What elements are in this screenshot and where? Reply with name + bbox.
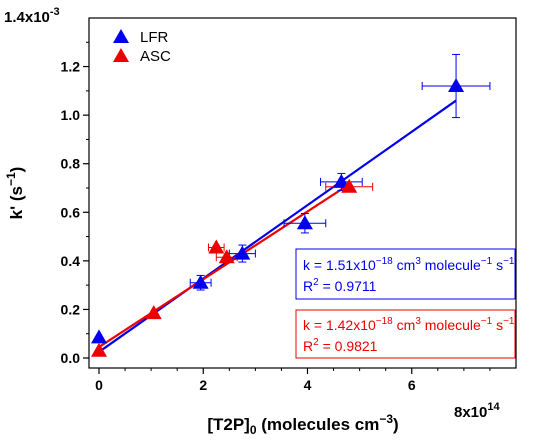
y-tick-label-0: 0.0 [61,350,81,366]
legend: LFR ASC [113,29,171,65]
x-exponent-label: 8x1014 [454,401,500,421]
point-lfr-5 [448,78,464,92]
x-tick-label-1: 2 [199,377,207,393]
y-tick-label-5: 1.0 [61,107,81,123]
y-tick-label-4: 0.8 [61,156,81,172]
legend-marker-asc [113,48,129,62]
fit-box-lfr: k = 1.51x10−18 cm3 molecule−1 s−1 R2 = 0… [296,249,515,299]
x-axis-title: [T2P]0 (molecules cm−3) [207,412,398,437]
y-tick-label-3: 0.6 [61,204,81,220]
x-tick-label-3: 6 [408,377,416,393]
y-axis-title: k' (s−1) [4,167,26,220]
x-tick-label-0: 0 [95,377,103,393]
point-asc-0 [91,343,107,357]
y-exponent-label: 1.4x10-3 [4,6,60,26]
legend-marker-lfr [113,29,129,43]
point-asc-2 [208,240,224,254]
y-tick-label-6: 1.2 [61,59,81,75]
legend-label-asc: ASC [140,48,171,65]
y-tick-label-2: 0.4 [61,253,81,269]
fit-box-asc: k = 1.42x10−18 cm3 molecule−1 s−1 R2 = 0… [296,310,515,358]
x-tick-label-2: 4 [304,377,312,393]
y-tick-label-1: 0.2 [61,301,81,317]
point-lfr-0 [91,329,107,343]
legend-label-lfr: LFR [140,29,169,46]
